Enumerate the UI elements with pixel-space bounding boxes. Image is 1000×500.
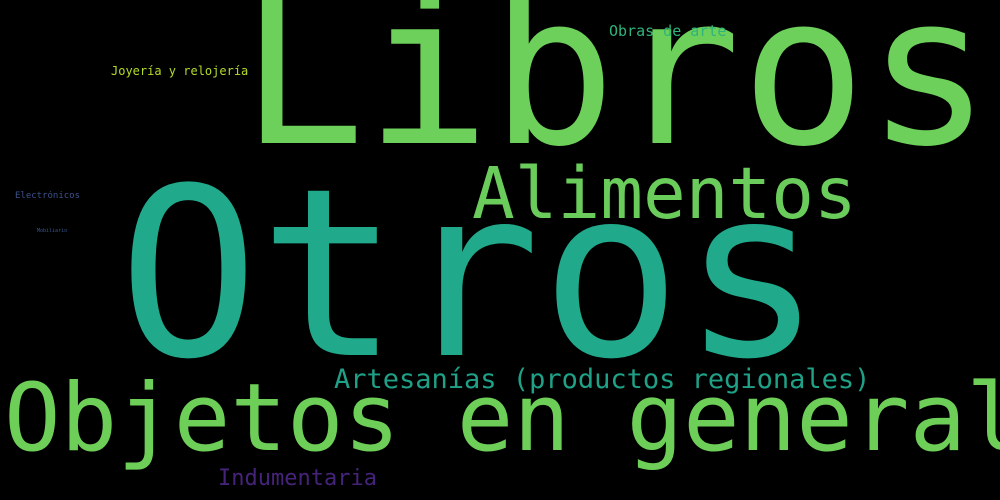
word-otros: Otros bbox=[118, 139, 823, 411]
word-mobiliario: Mobiliario bbox=[37, 228, 68, 234]
word-artesanias: Artesanías (productos regionales) bbox=[334, 364, 871, 395]
word-alimentos: Alimentos bbox=[472, 152, 857, 235]
word-electronicos: Electrónicos bbox=[15, 191, 81, 201]
word-joyeria: Joyería y relojería bbox=[111, 64, 249, 78]
word-libros: Libros bbox=[240, 0, 992, 193]
word-indumentaria: Indumentaria bbox=[218, 466, 377, 491]
word-objetos-en-general: Objetos en general bbox=[4, 364, 1000, 473]
word-obras-de-arte: Obras de arte bbox=[609, 22, 727, 40]
